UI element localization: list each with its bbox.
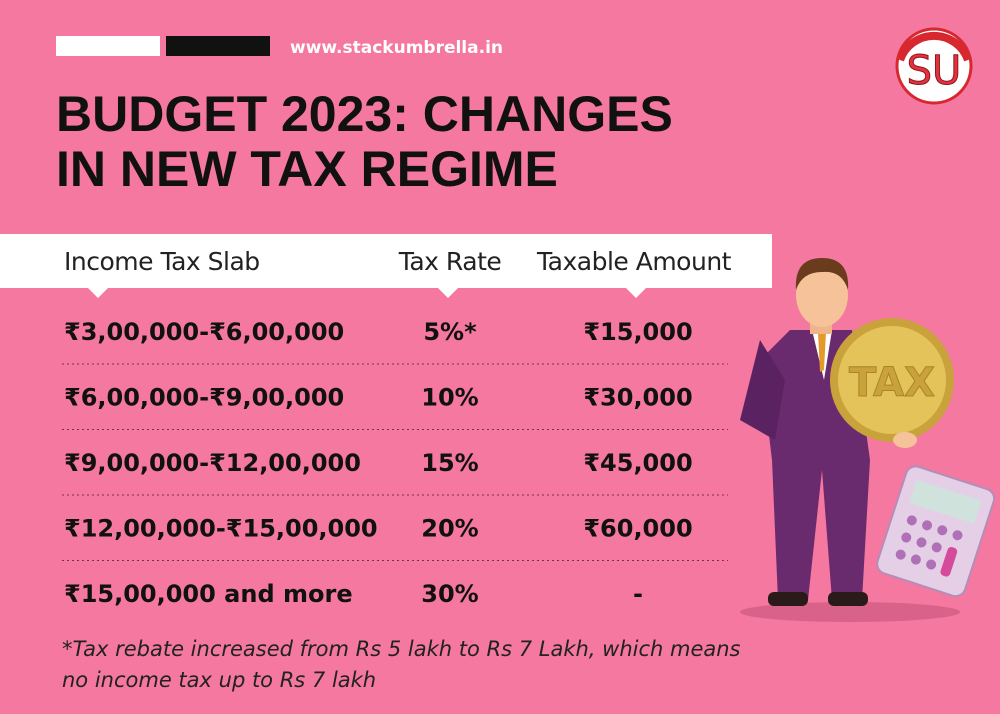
table-cell: ₹3,00,000-₹6,00,000 [64,318,344,346]
table-cell: 5%* [423,318,477,346]
decor-bar [56,36,160,56]
column-header: Tax Rate [398,247,502,276]
table-cell: ₹45,000 [583,449,692,477]
table-body: ₹3,00,000-₹6,00,000 5%* ₹15,000 ₹6,00,000-₹… [62,318,728,608]
footnote: no income tax up to Rs 7 lakh [62,668,376,692]
decor-bar [166,36,270,56]
title-line: BUDGET 2023: CHANGES [56,86,673,142]
logo: SU [895,27,973,105]
table-cell: 15% [421,449,478,477]
table-header: Income Tax Slab Tax Rate Taxable Amount [0,234,772,298]
table-cell: 10% [421,384,478,412]
table-cell: ₹15,00,000 and more [64,580,353,608]
illustration: TAX [740,258,996,622]
table-cell: 30% [421,580,478,608]
table-cell: 20% [421,515,478,543]
coin-label: TAX [849,360,935,406]
logo-text: SU [907,48,962,94]
column-header: Taxable Amount [536,247,732,276]
table-cell: ₹60,000 [583,515,692,543]
table-cell: - [633,580,643,608]
table-cell: ₹30,000 [583,384,692,412]
title-line: IN NEW TAX REGIME [56,141,558,197]
table-cell: ₹12,00,000-₹15,00,000 [64,515,378,543]
table-cell: ₹6,00,000-₹9,00,000 [64,384,344,412]
table-cell: ₹9,00,000-₹12,00,000 [64,449,361,477]
table-cell: ₹15,000 [583,318,692,346]
column-header: Income Tax Slab [64,247,260,276]
footnote: *Tax rebate increased from Rs 5 lakh to … [62,637,741,661]
website: www.stackumbrella.in [290,38,503,58]
